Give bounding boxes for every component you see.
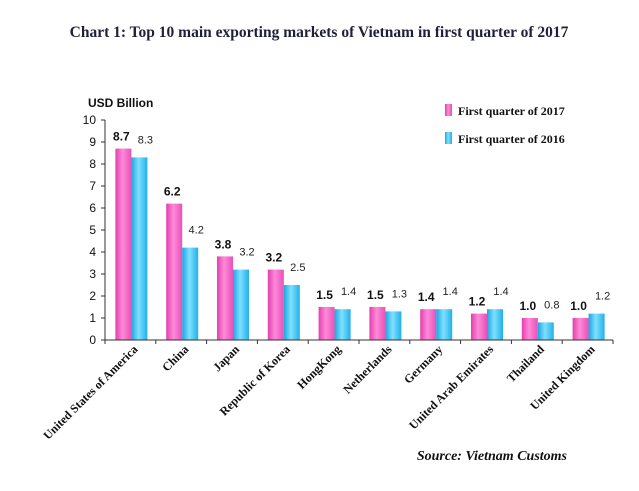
data-label-2016: 3.2 bbox=[239, 247, 254, 259]
x-tick-label: Thailand bbox=[504, 342, 547, 385]
bar-2016 bbox=[385, 311, 402, 340]
y-tick-label: 10 bbox=[83, 113, 97, 127]
bar-2016 bbox=[537, 322, 554, 340]
data-label-2017: 6.2 bbox=[164, 185, 181, 199]
data-label-2017: 1.4 bbox=[418, 290, 435, 304]
y-tick-label: 6 bbox=[89, 201, 96, 215]
data-label-2016: 1.3 bbox=[392, 288, 407, 300]
x-tick-label: United Arab Emirates bbox=[406, 342, 496, 432]
data-label-2017: 1.5 bbox=[367, 288, 384, 302]
y-tick-label: 7 bbox=[89, 179, 96, 193]
bar-2017 bbox=[471, 313, 487, 340]
bar-2016 bbox=[182, 247, 199, 340]
data-label-2017: 8.7 bbox=[113, 130, 130, 144]
data-labels: 8.7 8.3 6.2 4.2 3.8 3.2 3.2 2.5 1.5 1.4 1.5 1.3 1.4 1… bbox=[113, 130, 610, 313]
bar-2016 bbox=[131, 157, 148, 340]
legend-label-2017: First quarter of 2017 bbox=[458, 104, 565, 118]
y-tick-label: 5 bbox=[89, 223, 96, 237]
bar-2017 bbox=[572, 318, 589, 340]
bar-2016 bbox=[487, 309, 503, 340]
y-tick-label: 0 bbox=[89, 333, 96, 347]
bar-2017 bbox=[521, 318, 538, 340]
legend-swatch-2017 bbox=[445, 104, 452, 116]
bar-2017 bbox=[318, 307, 335, 340]
x-tick-label: Japan bbox=[210, 342, 242, 374]
bar-2017 bbox=[420, 309, 437, 340]
legend-swatch-2016 bbox=[445, 132, 452, 144]
data-label-2016: 1.2 bbox=[595, 291, 610, 303]
data-label-2016: 2.5 bbox=[290, 262, 305, 274]
bar-2017 bbox=[217, 256, 233, 340]
y-tick-label: 4 bbox=[89, 245, 96, 259]
x-tick-label: Germany bbox=[401, 342, 445, 386]
x-tick-label: China bbox=[159, 342, 191, 374]
x-tick-label: United States of America bbox=[40, 342, 140, 442]
data-label-2017: 3.8 bbox=[215, 237, 232, 251]
legend-label-2016: First quarter of 2016 bbox=[458, 132, 565, 146]
bars bbox=[115, 148, 605, 340]
x-tick-label: Netherlands bbox=[340, 342, 394, 396]
y-tick-label: 1 bbox=[89, 311, 96, 325]
y-tick-label: 9 bbox=[89, 135, 96, 149]
y-axis-ticks: 0 1 2 3 4 5 6 7 8 9 10 bbox=[83, 113, 105, 347]
source-note: Source: Vietnam Customs bbox=[417, 449, 568, 464]
bar-2017 bbox=[166, 203, 183, 340]
data-label-2017: 1.0 bbox=[570, 299, 587, 313]
y-axis-label: USD Billion bbox=[88, 96, 153, 110]
data-label-2017: 1.5 bbox=[316, 288, 333, 302]
bar-2017 bbox=[369, 307, 386, 340]
x-axis-ticks: United States of America China JapanRepubl… bbox=[40, 340, 614, 442]
bar-2016 bbox=[233, 269, 249, 340]
y-tick-label: 8 bbox=[89, 157, 96, 171]
y-tick-label: 3 bbox=[89, 267, 96, 281]
data-label-2016: 0.8 bbox=[544, 299, 559, 311]
data-label-2016: 8.3 bbox=[138, 134, 153, 146]
data-label-2017: 1.0 bbox=[519, 299, 536, 313]
bar-2016 bbox=[436, 309, 453, 340]
legend: First quarter of 2017 First quarter of 2… bbox=[445, 104, 565, 146]
bar-2016 bbox=[334, 309, 351, 340]
bar-2017 bbox=[267, 269, 284, 340]
bar-2016 bbox=[588, 313, 605, 340]
data-label-2016: 1.4 bbox=[493, 286, 508, 298]
bar-2017 bbox=[115, 148, 132, 340]
x-tick-label: HongKong bbox=[294, 342, 344, 392]
bar-2016 bbox=[283, 285, 300, 340]
data-label-2017: 1.2 bbox=[469, 295, 486, 309]
data-label-2016: 4.2 bbox=[189, 225, 204, 237]
data-label-2016: 1.4 bbox=[341, 286, 356, 298]
chart-title: Chart 1: Top 10 main exporting markets o… bbox=[70, 24, 569, 41]
y-tick-label: 2 bbox=[89, 289, 96, 303]
data-label-2017: 3.2 bbox=[265, 251, 282, 265]
data-label-2016: 1.4 bbox=[443, 286, 458, 298]
